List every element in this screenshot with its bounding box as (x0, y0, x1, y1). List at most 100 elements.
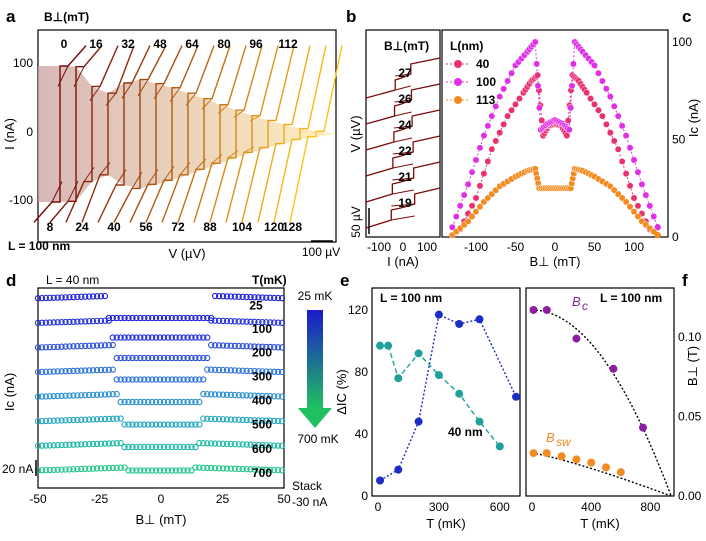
series-113nm (448, 165, 661, 239)
data-point (622, 198, 630, 206)
data-point (634, 202, 642, 210)
panel-e-xtick: 0 (375, 500, 382, 514)
data-point (533, 60, 541, 68)
iv-hysteresis (211, 154, 223, 164)
data-point (66, 343, 73, 350)
data-point (148, 443, 156, 451)
data-point (508, 69, 515, 77)
data-point (70, 293, 77, 301)
data-point (156, 443, 164, 451)
panel-b-scalebar-label: 50 µV (349, 206, 363, 238)
data-point (595, 69, 602, 77)
data-point (434, 310, 443, 319)
data-point (50, 343, 57, 351)
data-point (172, 376, 179, 383)
field-label-bottom: 104 (232, 220, 252, 234)
data-point (219, 465, 227, 472)
data-point (164, 334, 172, 341)
data-point (38, 417, 46, 425)
data-point (78, 416, 85, 423)
data-point (141, 354, 148, 362)
iv-curve (145, 45, 199, 223)
data-point (208, 366, 215, 373)
data-point (148, 334, 156, 341)
data-point (172, 314, 179, 322)
data-point (251, 343, 258, 350)
data-point (121, 376, 128, 383)
data-point (274, 344, 282, 351)
data-point (78, 293, 85, 300)
data-point (141, 421, 148, 428)
data-point (188, 421, 195, 428)
data-point (93, 391, 101, 398)
iv-hysteresis (137, 79, 149, 97)
data-point (168, 398, 175, 406)
data-point (255, 441, 262, 449)
trend-line (379, 313, 517, 482)
data-point (211, 391, 219, 398)
data-point (133, 354, 140, 362)
data-point (133, 421, 140, 428)
data-point (164, 467, 172, 474)
panel-c-xtick: 0 (552, 240, 559, 254)
panel-c-y-ticks: 0 50 100 (672, 35, 692, 244)
panel-d-ylabel: Ic (nA) (2, 373, 17, 411)
panel-a-y-ticks: 100 0 -100 (9, 56, 33, 207)
iv-curve (289, 45, 343, 223)
data-point (211, 440, 219, 447)
data-point (152, 467, 160, 474)
data-point (82, 416, 89, 423)
data-point (188, 467, 195, 474)
data-point (74, 293, 81, 301)
data-point (208, 341, 215, 349)
panel-b-x-ticks: -100 0 100 (367, 240, 437, 254)
data-point (42, 294, 50, 302)
data-point (172, 398, 179, 406)
data-point (231, 342, 238, 350)
data-point (255, 318, 262, 326)
data-point (141, 443, 148, 451)
data-point (137, 421, 144, 428)
panel-e-xtick: 600 (490, 500, 510, 514)
temperature-label: 500 (252, 418, 272, 432)
iv-hysteresis (195, 158, 207, 170)
data-point (152, 354, 160, 362)
data-point (184, 443, 191, 451)
data-point (231, 367, 238, 374)
data-point (180, 354, 187, 362)
data-point (231, 416, 238, 423)
data-point (50, 466, 57, 474)
data-point (654, 224, 661, 231)
iv-hysteresis (392, 151, 414, 169)
data-point (263, 343, 270, 351)
panel-label-d: d (6, 271, 16, 290)
field-label-top: 64 (185, 37, 199, 51)
data-point (93, 342, 101, 349)
data-point (105, 464, 112, 472)
data-point (58, 417, 65, 424)
data-point (42, 466, 50, 474)
iv-hysteresis (233, 109, 245, 118)
data-point (117, 376, 124, 383)
data-point (251, 367, 258, 375)
data-point (196, 398, 203, 406)
data-point (58, 343, 65, 350)
data-point (58, 441, 65, 449)
data-point (188, 376, 195, 383)
data-point (86, 416, 93, 423)
data-point (204, 464, 211, 472)
iv-hysteresis (185, 92, 197, 106)
data-point (542, 449, 551, 458)
temperature-curve (34, 390, 286, 406)
data-point (468, 213, 476, 220)
data-point (263, 392, 270, 400)
panel-b-iv-curves (365, 57, 441, 229)
data-point (204, 366, 211, 373)
data-point (208, 317, 215, 324)
data-point (255, 368, 262, 375)
data-point (196, 421, 203, 428)
data-point (78, 367, 85, 374)
iv-hysteresis (51, 181, 63, 203)
data-point (196, 314, 203, 322)
data-point (188, 354, 195, 362)
